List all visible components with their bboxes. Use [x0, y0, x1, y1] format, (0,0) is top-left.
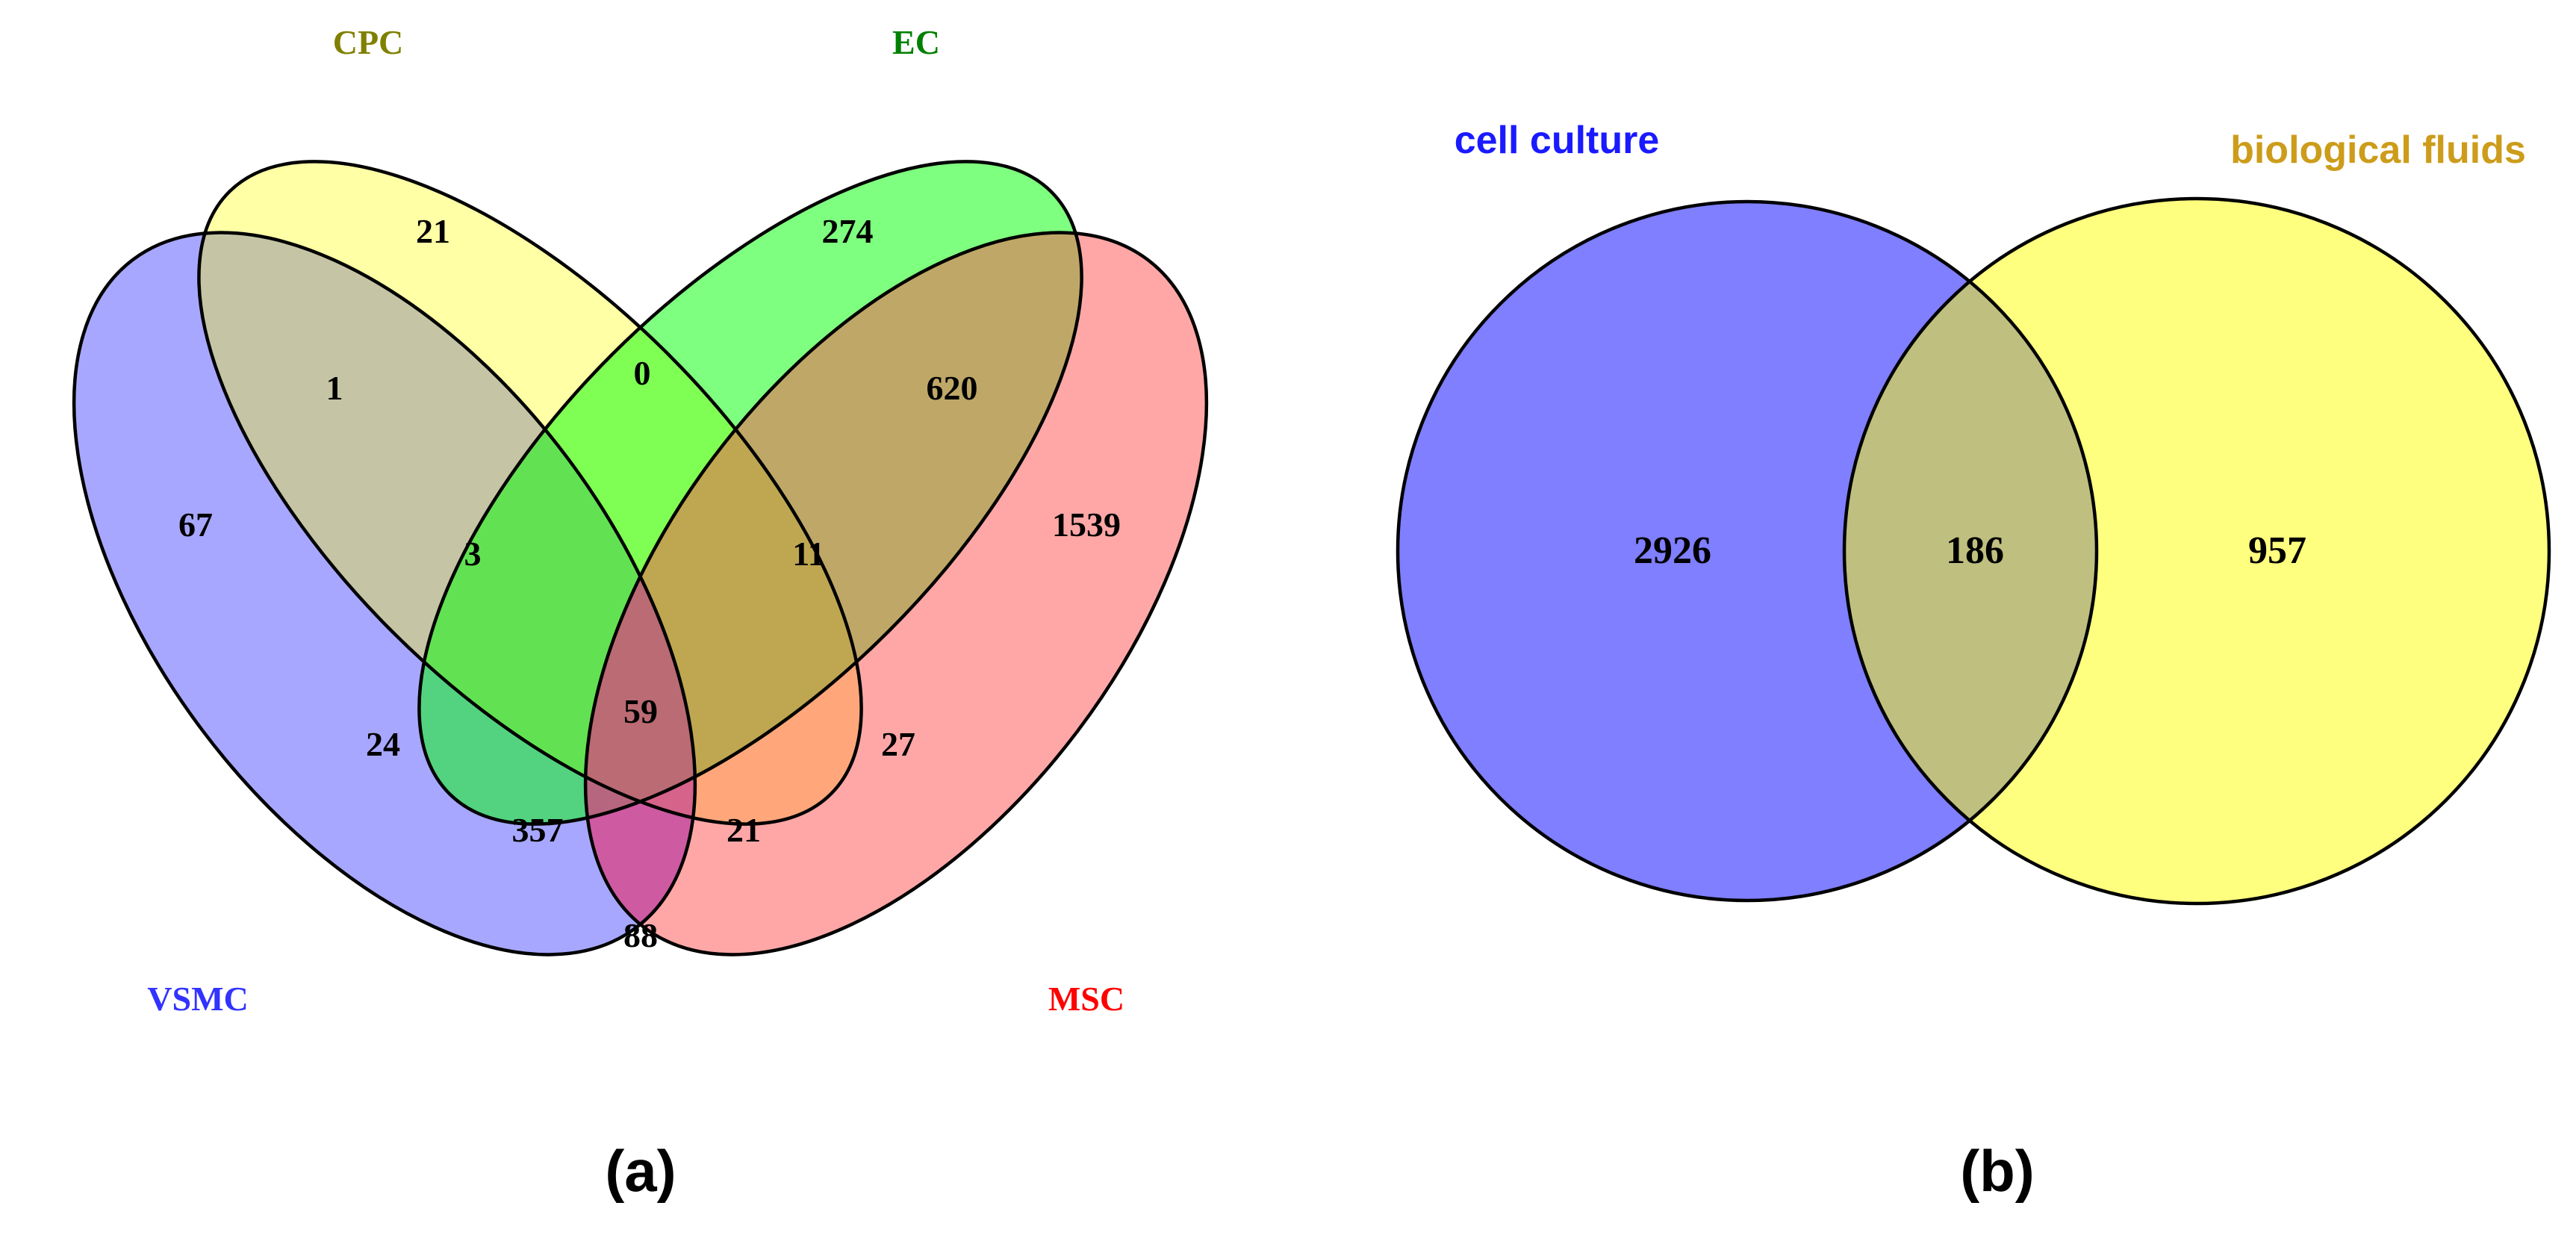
region-count-biological-fluids: 957 [2248, 529, 2306, 572]
region-count-msc: 1539 [1052, 506, 1121, 544]
region-count-vsmc-cpc: 1 [326, 369, 343, 407]
region-count-vsmc-ec-msc: 357 [512, 811, 564, 849]
region-count-vsmc-cpc-ec: 3 [464, 535, 482, 573]
overlap-region-b [1844, 202, 2097, 901]
set-label-vsmc: VSMC [147, 980, 248, 1018]
region-count-ec: 274 [822, 212, 874, 250]
region-count-vsmc-ec: 24 [366, 725, 400, 763]
region-count-cpc: 21 [416, 212, 450, 250]
panel-label-b: (b) [1960, 1138, 2035, 1204]
panel-label-a: (a) [605, 1138, 676, 1204]
venn-diagram-a: CPC EC VSMC MSC 67 21 274 1539 1 0 620 3… [72, 23, 1209, 1018]
set-label-ec: EC [892, 23, 940, 61]
region-count-vsmc: 67 [178, 506, 213, 544]
set-label-cell-culture: cell culture [1455, 119, 1660, 162]
region-count-cell-culture: 2926 [1634, 529, 1711, 572]
region-count-ec-msc: 620 [927, 369, 978, 407]
region-count-all: 59 [623, 692, 658, 730]
set-label-biological-fluids: biological fluids [2230, 128, 2526, 172]
region-count-cpc-ec: 0 [634, 354, 651, 392]
set-label-msc: MSC [1048, 980, 1124, 1018]
region-count-vsmc-msc: 88 [623, 916, 658, 954]
region-count-vsmc-cpc-msc: 21 [727, 811, 761, 849]
msc-ellipse [585, 232, 1207, 955]
venn-diagram-b: cell culture biological fluids 2926 186 … [1396, 119, 2551, 906]
region-count-shared: 186 [1946, 529, 2004, 572]
set-label-cpc: CPC [333, 23, 404, 61]
region-count-cpc-msc: 27 [881, 725, 915, 763]
region-count-cpc-ec-msc: 11 [792, 535, 824, 573]
